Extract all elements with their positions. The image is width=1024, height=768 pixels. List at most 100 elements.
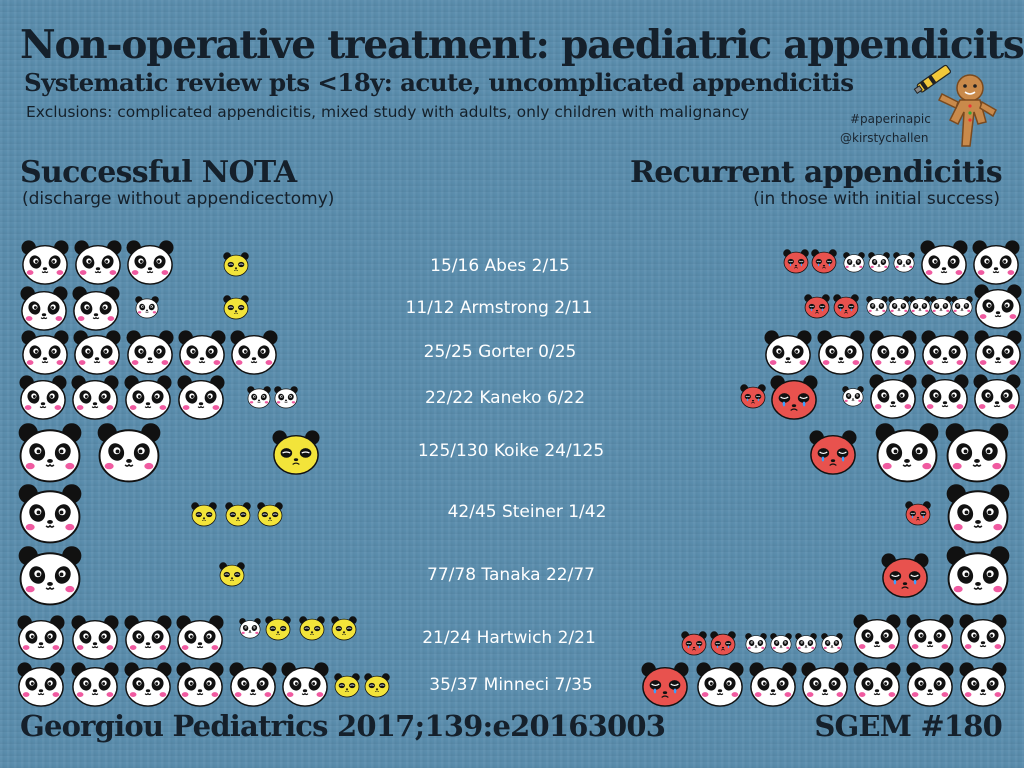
panda-white-icon — [921, 374, 969, 419]
right-panel-heading: Recurrent appendicitis — [630, 155, 1003, 190]
panda-yellow-icon — [223, 295, 249, 320]
panda-white-icon — [176, 662, 224, 707]
panda-white-icon — [73, 330, 121, 375]
left-panel-subheading: (discharge without appendicectomy) — [22, 189, 335, 209]
panda-white-icon — [19, 375, 67, 420]
panda-white-icon — [974, 284, 1022, 329]
panda-white-icon — [71, 662, 119, 707]
panda-white-icon — [921, 330, 969, 375]
panda-white-icon — [21, 330, 69, 375]
panda-white-icon — [869, 330, 917, 375]
panda-white-icon — [18, 546, 82, 606]
panda-white-icon — [178, 330, 226, 375]
study-label-gorter: 25/25 Gorter 0/25 — [423, 342, 577, 362]
panda-red-icon — [681, 631, 707, 656]
panda-white-icon — [909, 296, 931, 317]
panda-white-icon — [951, 296, 973, 317]
left-panel-heading: Successful NOTA — [20, 155, 297, 190]
panda-red-icon — [833, 294, 859, 319]
panda-white-icon — [801, 662, 849, 707]
page-title: Non-operative treatment: paediatric appe… — [20, 22, 1024, 68]
panda-white-icon — [817, 330, 865, 375]
panda-yellow-icon — [225, 502, 251, 527]
panda-white-icon — [21, 240, 69, 285]
panda-yellow-icon — [331, 616, 357, 641]
panda-white-icon — [920, 240, 968, 285]
panda-white-icon — [906, 614, 954, 659]
panda-white-icon — [135, 296, 159, 319]
panda-white-icon — [124, 375, 172, 420]
panda-white-icon — [124, 662, 172, 707]
panda-yellow-icon — [299, 616, 325, 641]
panda-white-icon — [126, 240, 174, 285]
panda-yellow-icon — [364, 673, 390, 698]
panda-white-icon — [229, 662, 277, 707]
panda-white-icon — [946, 484, 1010, 544]
study-label-kaneko: 22/22 Kaneko 6/22 — [424, 388, 586, 408]
episode-label: SGEM #180 — [814, 709, 1002, 743]
panda-white-icon — [770, 633, 792, 654]
panda-white-icon — [749, 662, 797, 707]
panda-white-icon — [745, 633, 767, 654]
panda-white-icon — [795, 633, 817, 654]
panda-white-icon — [946, 546, 1010, 606]
panda-red-icon — [641, 662, 689, 707]
study-label-hartwich: 21/24 Hartwich 2/21 — [422, 628, 596, 648]
panda-white-icon — [764, 330, 812, 375]
study-label-steiner: 42/45 Steiner 1/42 — [447, 502, 607, 522]
panda-white-icon — [18, 484, 82, 544]
panda-white-icon — [973, 374, 1021, 419]
panda-white-icon — [843, 252, 865, 273]
panda-yellow-icon — [191, 502, 217, 527]
panda-red-icon — [710, 631, 736, 656]
panda-white-icon — [177, 375, 225, 420]
gingerbread-icon — [913, 64, 997, 147]
panda-white-icon — [930, 296, 952, 317]
panda-white-icon — [868, 252, 890, 273]
panda-white-icon — [20, 286, 68, 331]
panda-white-icon — [71, 615, 119, 660]
right-panel-subheading: (in those with initial success) — [753, 189, 1000, 209]
panda-white-icon — [974, 330, 1022, 375]
panda-white-icon — [853, 614, 901, 659]
panda-white-icon — [17, 615, 65, 660]
panda-red-icon — [804, 294, 830, 319]
panda-yellow-icon — [265, 616, 291, 641]
panda-white-icon — [274, 386, 298, 409]
hashtag: #paperinapic — [850, 112, 931, 126]
panda-white-icon — [72, 286, 120, 331]
panda-red-icon — [905, 501, 931, 526]
panda-yellow-icon — [257, 502, 283, 527]
exclusions-note: Exclusions: complicated appendicitis, mi… — [26, 103, 750, 121]
panda-yellow-icon — [219, 562, 245, 587]
panda-white-icon — [247, 386, 271, 409]
panda-red-icon — [809, 430, 857, 475]
author-handle: @kirstychallen — [840, 131, 929, 145]
panda-white-icon — [875, 423, 939, 483]
panda-white-icon — [230, 330, 278, 375]
panda-white-icon — [74, 240, 122, 285]
panda-white-icon — [17, 662, 65, 707]
panda-white-icon — [888, 296, 910, 317]
panda-yellow-icon — [272, 430, 320, 475]
panda-red-icon — [811, 249, 837, 274]
panda-white-icon — [853, 662, 901, 707]
panda-white-icon — [97, 423, 161, 483]
panda-white-icon — [906, 662, 954, 707]
citation: Georgiou Pediatrics 2017;139:e20163003 — [20, 709, 666, 743]
panda-white-icon — [696, 662, 744, 707]
panda-white-icon — [869, 374, 917, 419]
panda-white-icon — [239, 618, 261, 639]
panda-red-icon — [770, 375, 818, 420]
panda-white-icon — [71, 375, 119, 420]
panda-white-icon — [842, 386, 864, 407]
panda-white-icon — [126, 330, 174, 375]
panda-white-icon — [124, 615, 172, 660]
study-label-abes: 15/16 Abes 2/15 — [430, 256, 570, 276]
panda-red-icon — [881, 553, 929, 598]
panda-white-icon — [959, 614, 1007, 659]
panda-white-icon — [281, 662, 329, 707]
panda-red-icon — [740, 384, 766, 409]
study-label-minneci: 35/37 Minneci 7/35 — [429, 675, 593, 695]
panda-white-icon — [866, 296, 888, 317]
